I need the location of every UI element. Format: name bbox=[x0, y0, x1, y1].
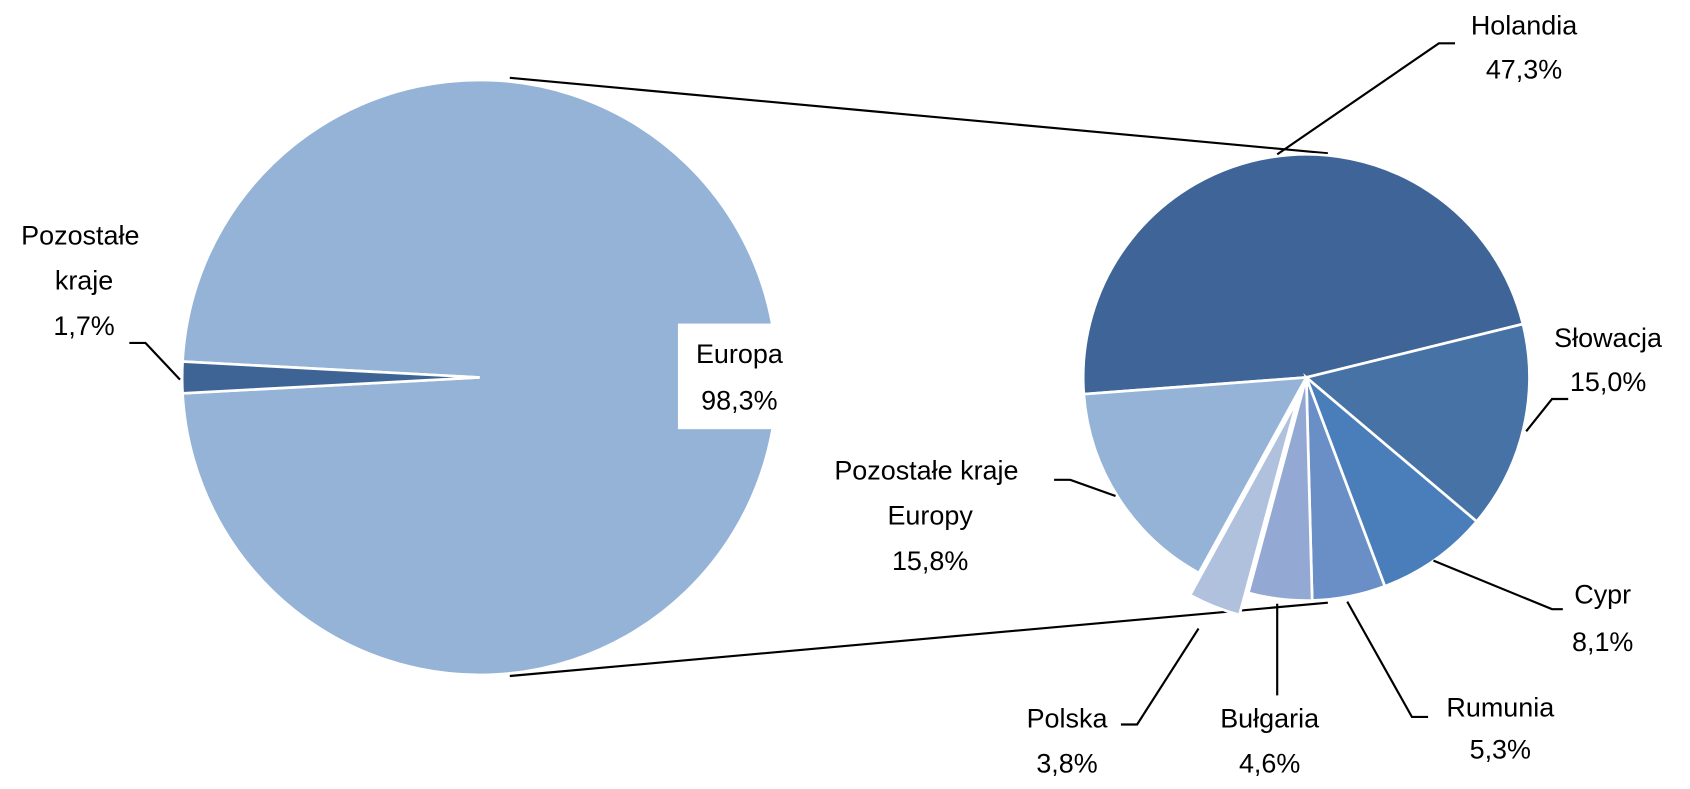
leader-line bbox=[1525, 397, 1569, 433]
value-label: 15,8% bbox=[892, 546, 968, 576]
category-label: Holandia bbox=[1471, 10, 1577, 40]
connector-line bbox=[509, 601, 1328, 678]
connector-line bbox=[509, 76, 1328, 155]
category-label: Europa bbox=[696, 339, 783, 369]
value-label: 4,6% bbox=[1239, 749, 1300, 779]
value-label: 8,1% bbox=[1572, 627, 1633, 657]
leader-line bbox=[1433, 559, 1563, 611]
pie-slice bbox=[180, 360, 480, 395]
category-label: Cypr bbox=[1574, 579, 1631, 609]
pie-slice bbox=[1082, 375, 1309, 575]
pie-slice bbox=[1303, 373, 1479, 589]
leader-line bbox=[1120, 627, 1200, 726]
category-label: Polska bbox=[1027, 703, 1108, 733]
value-label: 15,0% bbox=[1570, 367, 1646, 397]
value-label: 5,3% bbox=[1470, 735, 1531, 765]
category-label: Rumunia bbox=[1446, 693, 1554, 723]
pie-slice bbox=[1188, 398, 1299, 617]
leader-line bbox=[1346, 601, 1429, 719]
value-label: 1,7% bbox=[53, 311, 114, 341]
leader-line bbox=[1276, 42, 1456, 156]
value-label: 3,8% bbox=[1036, 749, 1097, 779]
label-line: kraje bbox=[55, 266, 113, 296]
leader-line bbox=[129, 341, 181, 381]
label-line: Pozostałe bbox=[21, 220, 147, 250]
category-label: Słowacja bbox=[1554, 323, 1662, 353]
pie-slice bbox=[1081, 152, 1525, 396]
value-label: 98,3% bbox=[701, 385, 777, 415]
pie-slice bbox=[1303, 322, 1531, 524]
pie-slice bbox=[1246, 377, 1314, 602]
leader-line bbox=[1054, 478, 1116, 498]
label-line: Europy bbox=[887, 501, 973, 531]
category-label: Pozostałe kraje Europy bbox=[834, 455, 1026, 530]
category-label: Bułgaria bbox=[1220, 703, 1319, 733]
label-line: Pozostałe kraje bbox=[834, 455, 1026, 485]
label-box bbox=[677, 323, 803, 430]
category-label: Pozostałe kraje bbox=[21, 220, 147, 295]
value-label: 47,3% bbox=[1486, 54, 1562, 84]
